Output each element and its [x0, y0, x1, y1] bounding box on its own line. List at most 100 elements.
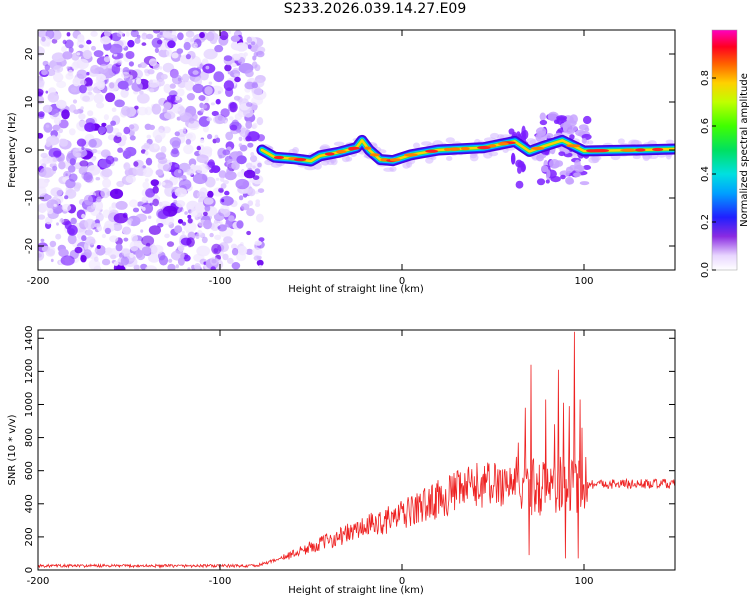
- spectrogram-noise-blob: [161, 181, 166, 186]
- spectrogram-noise-blob: [39, 167, 55, 178]
- spectrogram-noise-blob: [123, 126, 131, 135]
- spectrogram-hot-spot: [566, 144, 581, 148]
- spectrogram-noise-blob: [83, 172, 93, 183]
- spectrogram-noise-blob: [256, 213, 264, 223]
- spectrogram-noise-blob: [178, 169, 182, 174]
- spectrogram-noise-blob: [183, 221, 197, 233]
- spectrogram-noise-blob: [201, 146, 213, 155]
- spectrogram-noise-blob: [188, 117, 195, 124]
- spectrogram-noise-blob: [128, 218, 133, 222]
- spectrogram-halo-blob: [445, 137, 455, 144]
- spectrogram-noise-blob: [162, 30, 177, 39]
- spectrogram-noise-blob: [231, 62, 237, 68]
- spectrogram-noise-blob: [111, 107, 117, 112]
- spectrogram-hot-spot: [477, 146, 491, 150]
- spectrogram-noise-blob: [205, 65, 210, 70]
- spectrogram-noise-blob: [97, 150, 102, 155]
- spectrogram-noise-blob: [229, 124, 238, 131]
- colorbar-tick-label: 0.4: [700, 166, 711, 182]
- spectrogram-noise-blob: [57, 157, 63, 161]
- spectrogram-noise-blob: [222, 253, 229, 261]
- spectrogram-noise-blob: [68, 47, 74, 53]
- spectrogram-noise-blob: [73, 109, 80, 115]
- spectrogram-noise-blob: [219, 196, 234, 206]
- spectrogram-noise-blob: [47, 92, 59, 103]
- spectrogram-noise-blob: [90, 64, 101, 74]
- spectrogram-noise-blob: [218, 170, 227, 179]
- spectrogram-noise-blob: [99, 63, 109, 74]
- spectrogram-noise-blob: [88, 259, 101, 270]
- spectrogram-noise-blob: [220, 183, 227, 189]
- spectrogram-noise-blob: [174, 187, 187, 198]
- spectrogram-noise-blob: [147, 69, 155, 75]
- spectrogram-scatter-blob: [536, 154, 544, 162]
- spectrogram-noise-blob: [217, 90, 221, 95]
- spectrogram-halo-blob: [469, 153, 479, 162]
- spectrogram-noise-blob: [217, 224, 227, 232]
- spectrogram-scatter-blob: [541, 165, 549, 173]
- spectrogram-noise-blob: [218, 187, 224, 193]
- spectrogram-noise-blob: [60, 100, 67, 108]
- spectrogram-noise-blob: [144, 178, 149, 182]
- spectrogram-noise-blob: [202, 125, 209, 133]
- spectrogram-scatter-blob: [549, 158, 560, 169]
- spectrogram-scatter-blob: [550, 175, 561, 183]
- page-title: S233.2026.039.14.27.E09: [283, 1, 467, 17]
- spectrogram-noise-blob: [128, 124, 135, 130]
- spectrogram-noise-blob: [110, 254, 117, 260]
- spectrogram-noise-blob: [142, 181, 150, 190]
- spectrogram-noise-blob: [109, 43, 123, 55]
- y-tick-label: 0: [24, 147, 35, 153]
- spectrogram-noise-blob: [130, 30, 139, 38]
- spectrogram-noise-blob: [108, 206, 114, 212]
- spectrogram-noise-blob: [55, 233, 62, 240]
- spectrogram-noise-blob: [213, 212, 225, 221]
- spectrogram-noise-blob: [84, 122, 96, 132]
- spectrogram-noise-blob: [215, 98, 221, 105]
- spectrogram-noise-blob: [41, 36, 46, 42]
- spectrogram-halo-blob: [632, 154, 641, 160]
- spectrogram-noise-blob: [193, 43, 198, 48]
- spectrogram-noise-blob: [177, 108, 181, 112]
- spectrogram-image: [38, 30, 675, 270]
- spectrogram-noise-blob: [125, 51, 135, 59]
- spectrogram-halo-blob: [446, 156, 453, 161]
- spectrogram-scatter-blob: [558, 151, 566, 157]
- spectrogram-noise-blob: [196, 191, 206, 199]
- spectrogram-scatter-blob: [547, 111, 559, 122]
- spectrogram-noise-blob: [80, 79, 87, 86]
- spectrogram-noise-blob: [185, 138, 192, 145]
- spectrogram-noise-blob: [178, 179, 192, 190]
- spectrogram-noise-blob: [139, 62, 147, 69]
- spectrogram-noise-blob: [213, 71, 225, 83]
- spectrogram-noise-blob: [64, 39, 74, 49]
- spectrogram-noise-blob: [171, 52, 179, 59]
- snr-panel: -200 -100 0 100 0 200 400 600 800 1000 1200 1400 H…: [7, 326, 676, 596]
- spectrogram-noise-blob: [166, 95, 176, 103]
- spectrogram-noise-blob: [187, 214, 192, 219]
- spectrogram-noise-blob: [112, 222, 123, 232]
- spectrogram-scatter-blob: [539, 119, 548, 126]
- spectrogram-noise-blob: [96, 245, 101, 249]
- spectrogram-noise-blob: [250, 41, 256, 46]
- spectrogram-halo-blob: [642, 153, 650, 162]
- spectrogram-noise-blob: [158, 255, 169, 266]
- spectrogram-noise-blob: [81, 146, 85, 150]
- spectrogram-noise-blob: [177, 257, 185, 266]
- y-tick-label: 200: [24, 527, 35, 546]
- spectrogram-noise-blob: [77, 34, 85, 43]
- spectrogram-noise-blob: [152, 30, 161, 34]
- spectrogram-noise-blob: [129, 253, 135, 258]
- spectrogram-noise-blob: [206, 117, 212, 122]
- spectrogram-noise-blob: [139, 205, 144, 209]
- spectrogram-scatter-blob: [556, 115, 568, 121]
- spectrogram-noise-blob: [140, 202, 154, 214]
- spectrogram-noise-blob: [133, 161, 139, 167]
- spectrogram-noise-blob: [113, 213, 128, 224]
- colorbar-frame: [711, 29, 738, 271]
- spectrogram-x-ticks: -200 -100 0 100: [27, 30, 594, 287]
- spectrogram-scatter-blob: [560, 174, 566, 180]
- spectrogram-noise-blob: [222, 149, 231, 156]
- spectrogram-noise-blob: [115, 265, 126, 270]
- spectrogram-noise-blob: [78, 113, 86, 120]
